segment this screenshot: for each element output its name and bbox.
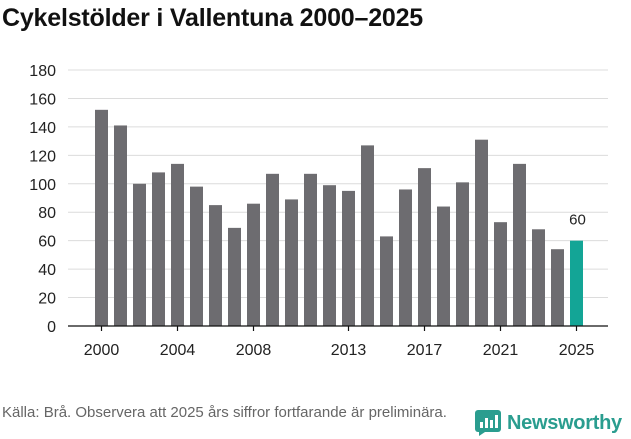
- bar-2020: [475, 139, 488, 326]
- bar-2007: [228, 227, 241, 326]
- bar-chart: 0 20 40 60 80 100 120 140 160 180 2000 2004 2008 201…: [29, 63, 608, 359]
- gridlines: [68, 69, 608, 299]
- newsworthy-logo-icon: [475, 410, 501, 436]
- bars: [95, 109, 583, 326]
- brand[interactable]: Newsworthy: [475, 407, 622, 439]
- x-tick-label: 2025: [559, 342, 595, 359]
- bar-2015: [380, 236, 393, 326]
- y-tick-label: 180: [29, 63, 56, 80]
- bar-2005: [190, 186, 203, 326]
- y-tick-label: 120: [29, 148, 56, 165]
- bar-2011: [304, 173, 317, 326]
- y-tick-label: 100: [29, 177, 56, 194]
- source-note: Källa: Brå. Observera att 2025 års siffr…: [2, 404, 447, 421]
- bar-2002: [133, 183, 146, 326]
- bar-2006: [209, 205, 222, 326]
- bar-2017: [418, 168, 431, 326]
- bar-2016: [399, 189, 412, 326]
- bar-2004: [171, 163, 184, 326]
- y-tick-label: 20: [38, 291, 56, 308]
- x-tick-label: 2021: [483, 342, 519, 359]
- y-tick-label: 80: [38, 205, 56, 222]
- x-tick-label: 2000: [84, 342, 120, 359]
- bar-2008: [247, 203, 260, 326]
- chart-title: Cykelstölder i Vallentuna 2000–2025: [2, 4, 424, 32]
- x-axis: 2000 2004 2008 2013 2017 2021 2025: [68, 325, 608, 359]
- bar-2012: [323, 185, 336, 326]
- bar-2021: [494, 222, 507, 326]
- y-tick-label: 40: [38, 262, 56, 279]
- bar-2010: [285, 199, 298, 326]
- bar-2018: [437, 206, 450, 326]
- bar-2023: [532, 229, 545, 326]
- bar-2003: [152, 172, 165, 326]
- y-tick-label: 60: [38, 234, 56, 251]
- y-tick-label: 0: [47, 319, 56, 336]
- bar-2009: [266, 173, 279, 326]
- x-tick-label: 2017: [407, 342, 443, 359]
- bar-2024: [551, 249, 564, 326]
- y-tick-label: 160: [29, 91, 56, 108]
- bar-2013: [342, 190, 355, 326]
- data-labels: 60: [569, 212, 586, 229]
- x-tick-label: 2004: [160, 342, 196, 359]
- bar-2025: [570, 240, 583, 326]
- y-tick-label: 140: [29, 120, 56, 137]
- x-tick-label: 2008: [236, 342, 272, 359]
- data-label: 60: [569, 212, 586, 229]
- x-tick-label: 2013: [331, 342, 367, 359]
- bar-2014: [361, 145, 374, 326]
- brand-name: Newsworthy: [507, 411, 622, 434]
- bar-2019: [456, 182, 469, 326]
- bar-2001: [114, 125, 127, 326]
- bar-2000: [95, 109, 108, 326]
- y-axis-ticks: 0 20 40 60 80 100 120 140 160 180: [29, 63, 56, 336]
- bar-2022: [513, 163, 526, 326]
